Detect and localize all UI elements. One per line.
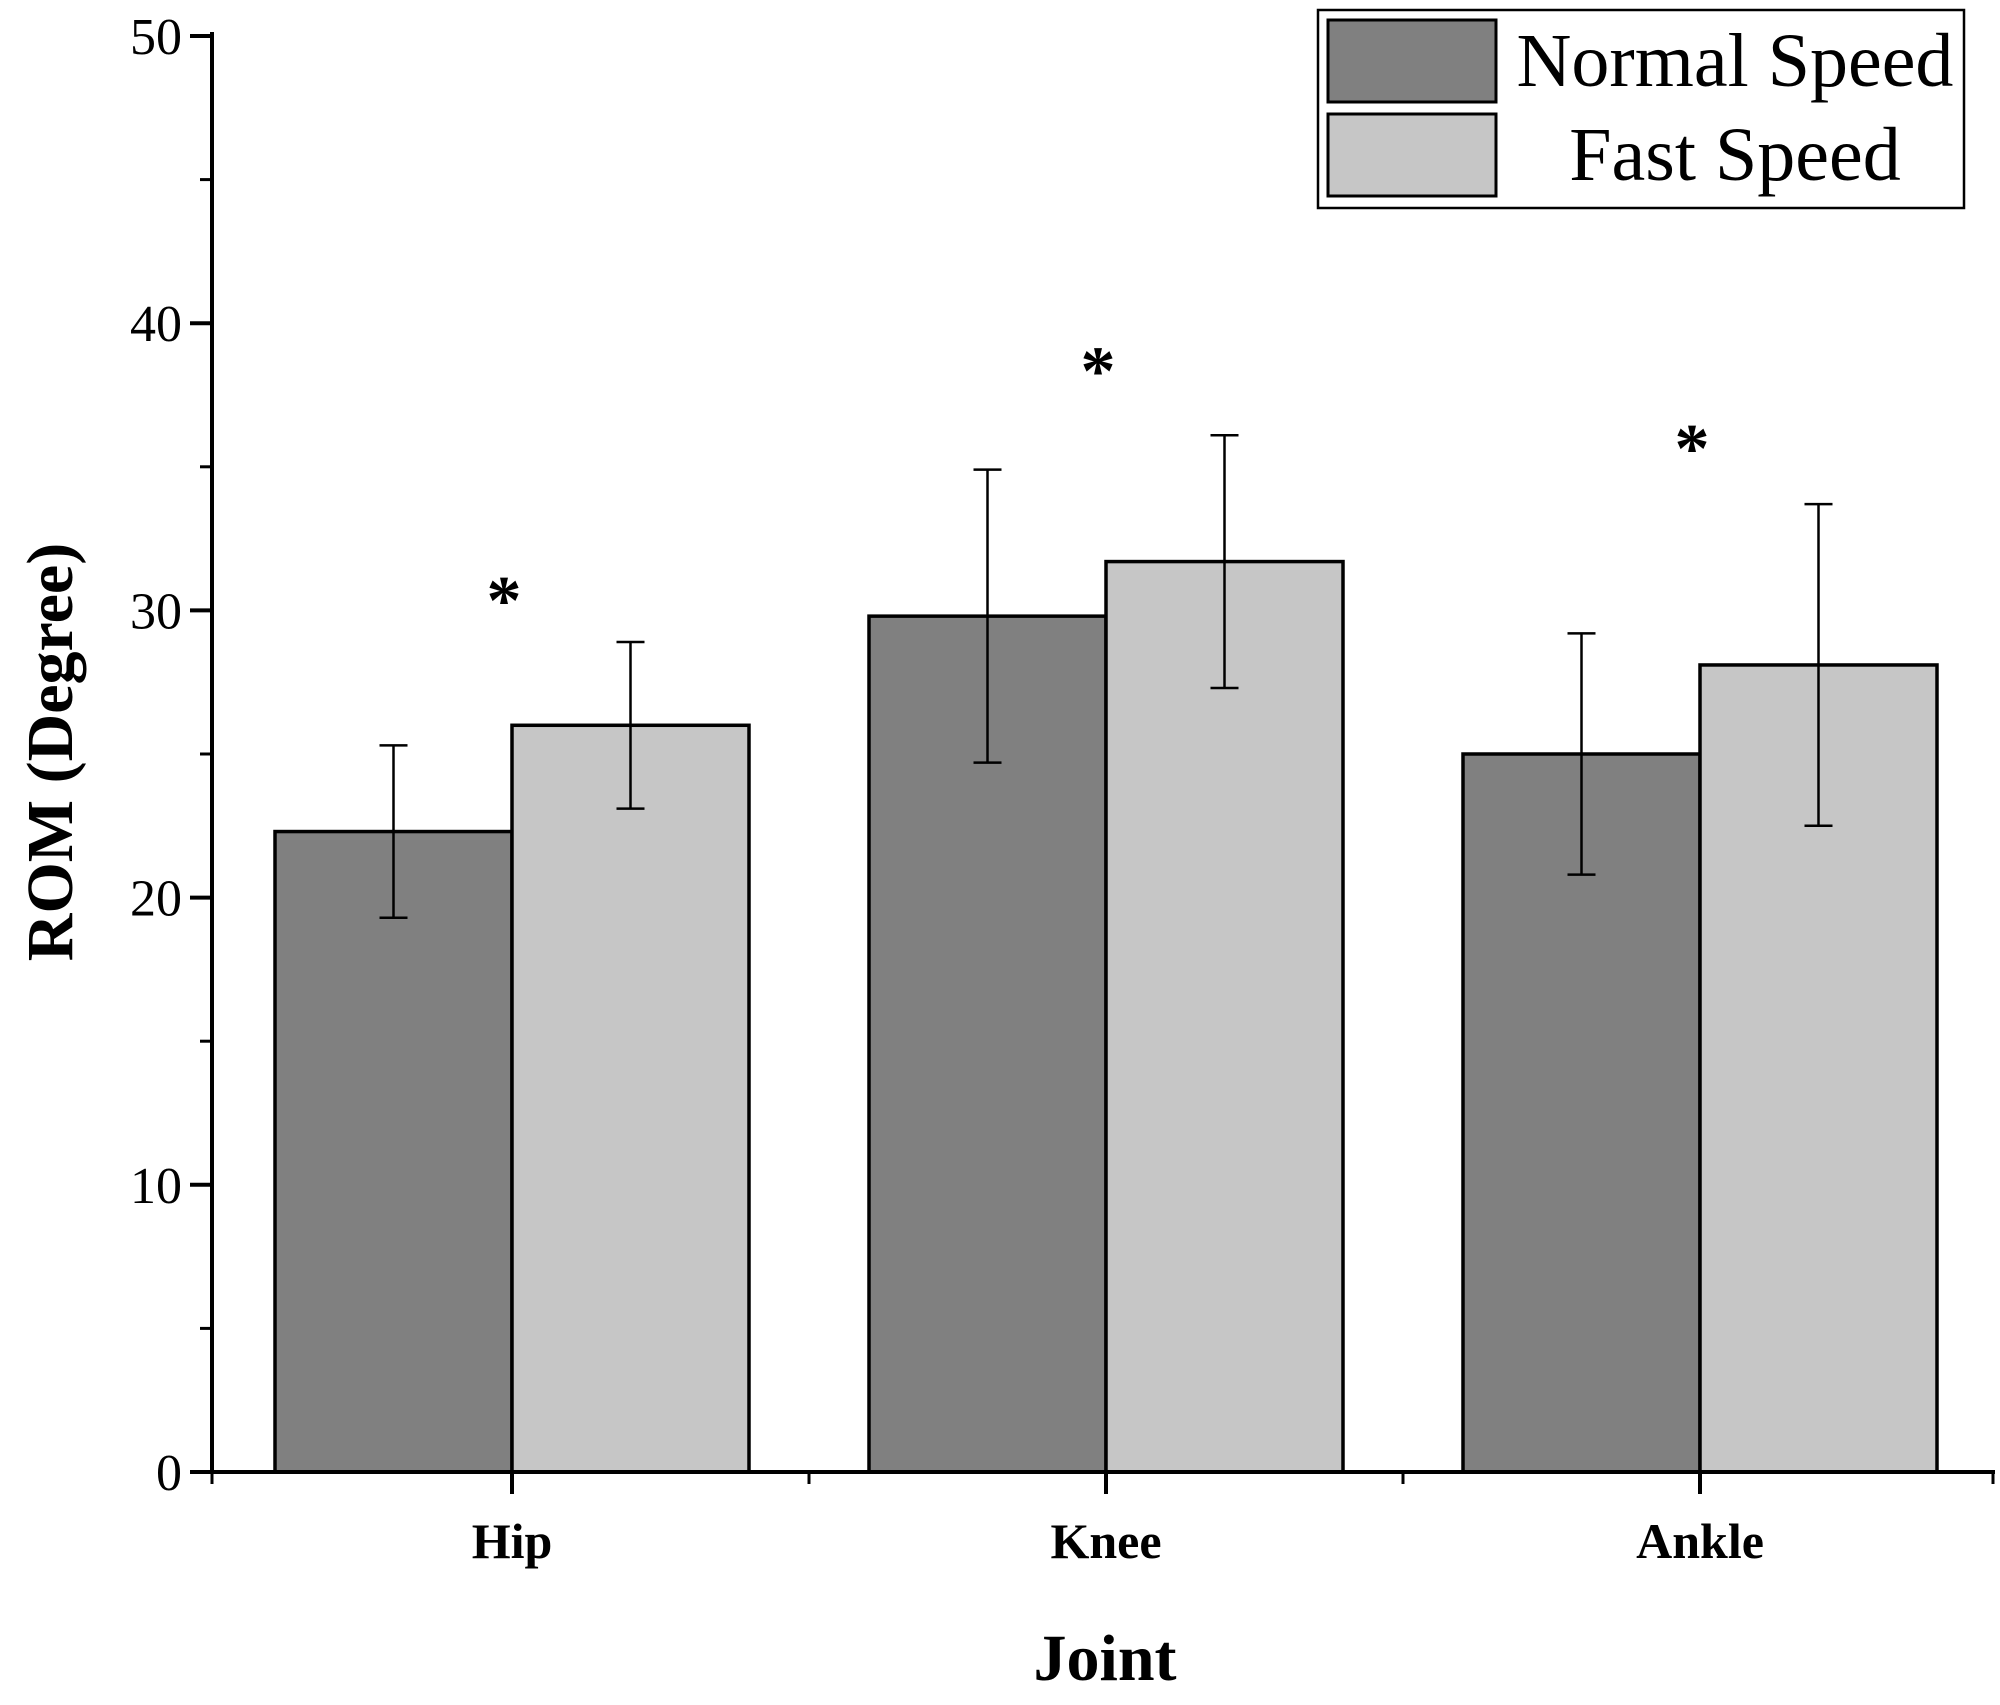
legend-label-fast-speed: Fast Speed — [1569, 113, 1900, 197]
legend-label-normal-speed: Normal Speed — [1517, 19, 1954, 103]
bar-knee-fast-speed — [1104, 559, 1345, 1474]
x-axis-title: Joint — [1033, 1622, 1176, 1695]
bar-hip-fast-speed — [510, 723, 751, 1474]
y-tick-label: 0 — [156, 1445, 182, 1502]
legend-swatch-fast-speed — [1326, 112, 1498, 198]
significance-marker-ankle: * — [1675, 411, 1710, 488]
significance-marker-knee: * — [1081, 333, 1116, 410]
x-tick-label-knee: Knee — [1050, 1513, 1161, 1569]
y-tick-label: 20 — [130, 871, 182, 928]
y-axis-title: ROM (Degree) — [14, 543, 87, 961]
y-tick-label: 40 — [130, 296, 182, 353]
bar-hip-normal-speed — [273, 829, 514, 1474]
legend-swatch-normal-speed — [1326, 18, 1498, 104]
legend: Normal Speed Fast Speed — [1316, 8, 1966, 210]
y-tick-label: 10 — [130, 1158, 182, 1215]
plot-area: 0 10 20 30 40 50 Hip Knee Ankle * * * — [130, 9, 1995, 1569]
y-tick-label: 50 — [130, 9, 182, 66]
x-tick-label-hip: Hip — [472, 1513, 553, 1569]
y-tick-label: 30 — [130, 583, 182, 640]
x-tick-label-ankle: Ankle — [1636, 1513, 1764, 1569]
significance-marker-hip: * — [487, 563, 522, 640]
